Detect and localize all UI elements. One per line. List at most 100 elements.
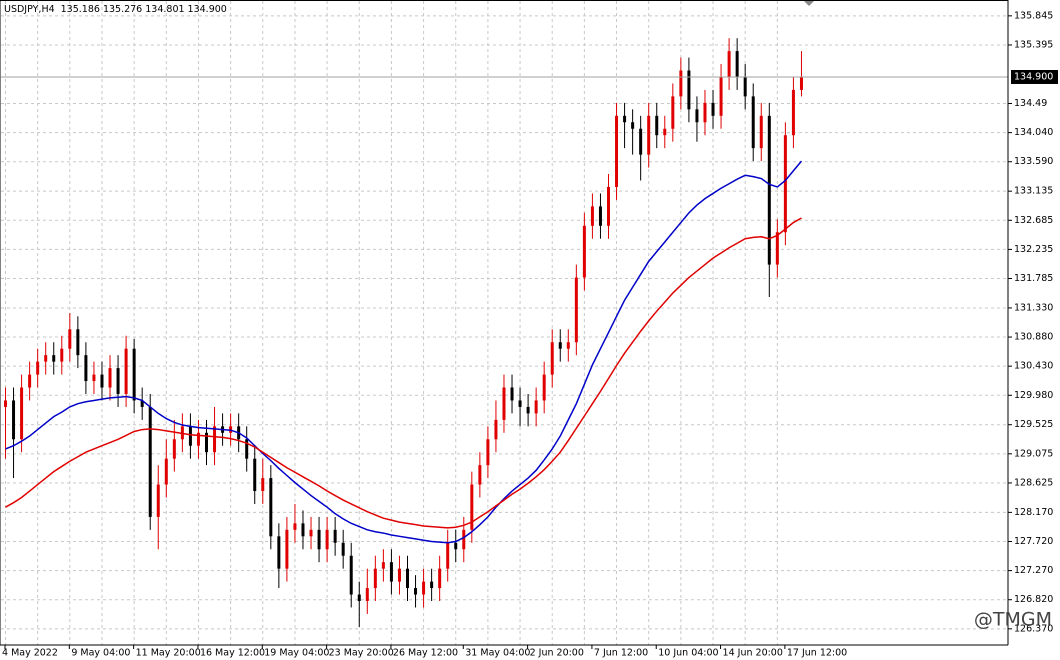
moving-average-line bbox=[5, 217, 802, 529]
candle-body bbox=[623, 115, 627, 123]
candle-body bbox=[156, 484, 160, 517]
candle-body bbox=[148, 406, 152, 517]
candle-body bbox=[20, 387, 24, 440]
y-tick-label: 132.685 bbox=[1014, 215, 1053, 226]
x-tick-label: 4 May 2022 bbox=[2, 648, 58, 659]
watermark: @TMGM bbox=[974, 609, 1052, 631]
y-tick-label: 134.040 bbox=[1014, 127, 1053, 138]
candle-body bbox=[108, 368, 112, 388]
y-tick-label: 127.270 bbox=[1014, 565, 1053, 576]
candle-body bbox=[631, 122, 635, 129]
candle-body bbox=[397, 568, 401, 582]
candle-body bbox=[414, 588, 418, 595]
candle-body bbox=[470, 484, 474, 530]
candle-body bbox=[655, 115, 659, 136]
candle-body bbox=[703, 102, 707, 123]
y-tick-label: 126.820 bbox=[1014, 594, 1053, 605]
y-tick-label: 133.135 bbox=[1014, 186, 1053, 197]
candle-body bbox=[68, 329, 72, 349]
candle-body bbox=[454, 542, 458, 550]
x-tick-label: 17 Jun 12:00 bbox=[787, 648, 847, 659]
candle-body bbox=[245, 439, 249, 459]
candle-body bbox=[365, 588, 369, 602]
x-tick-label: 14 Jun 20:00 bbox=[723, 648, 783, 659]
candle-body bbox=[317, 529, 321, 550]
candle-body bbox=[44, 355, 48, 362]
candle-body bbox=[261, 478, 265, 492]
y-tick-label: 135.395 bbox=[1014, 39, 1053, 50]
candle-body bbox=[671, 96, 675, 129]
current-price-box bbox=[1011, 69, 1058, 84]
candle-body bbox=[647, 115, 651, 155]
candle-body bbox=[205, 432, 208, 453]
candle-body bbox=[607, 186, 610, 226]
candle-body bbox=[735, 51, 739, 77]
candle-body bbox=[534, 400, 538, 414]
candle-body bbox=[494, 419, 498, 440]
y-tick-label: 129.075 bbox=[1014, 448, 1053, 459]
ohlc-readout: 135.186 135.276 134.801 134.900 bbox=[61, 4, 227, 15]
candle-body bbox=[598, 206, 602, 226]
candle-body bbox=[743, 76, 747, 97]
moving-average-line bbox=[5, 160, 803, 544]
candle-body bbox=[783, 135, 787, 233]
candle-body bbox=[381, 562, 385, 569]
x-tick-label: 31 May 04:00 bbox=[465, 648, 530, 659]
candle-body bbox=[687, 70, 691, 110]
candle-body bbox=[140, 400, 144, 407]
candle-body bbox=[558, 342, 562, 349]
candle-body bbox=[164, 458, 168, 485]
candle-body bbox=[719, 76, 723, 116]
candle-body bbox=[679, 70, 683, 97]
current-price-label: 134.900 bbox=[1014, 71, 1053, 82]
candle-body bbox=[510, 387, 514, 401]
candle-body bbox=[799, 76, 803, 90]
candle-body bbox=[422, 581, 426, 595]
x-tick-label: 16 May 12:00 bbox=[200, 648, 265, 659]
candle-body bbox=[542, 374, 546, 401]
candle-body bbox=[751, 96, 755, 149]
candle-body bbox=[132, 348, 136, 401]
y-tick-label: 126.370 bbox=[1014, 623, 1053, 634]
candle-body bbox=[124, 348, 128, 394]
candle-body bbox=[253, 458, 257, 492]
candle-body bbox=[373, 568, 377, 589]
candle-body bbox=[615, 115, 619, 187]
candle-body bbox=[574, 277, 578, 343]
x-tick-label: 2 Jun 20:00 bbox=[530, 648, 584, 659]
candle-body bbox=[518, 400, 522, 407]
y-tick-label: 130.430 bbox=[1014, 361, 1053, 372]
y-tick-label: 130.880 bbox=[1014, 332, 1053, 343]
candle-body bbox=[293, 523, 297, 530]
y-tick-label: 134.49 bbox=[1014, 98, 1047, 109]
candle-body bbox=[775, 232, 779, 265]
x-tick-label: 9 May 04:00 bbox=[71, 648, 130, 659]
candle-body bbox=[663, 128, 667, 136]
y-tick-label: 127.720 bbox=[1014, 536, 1053, 547]
x-tick-label: 7 Jun 12:00 bbox=[594, 648, 648, 659]
y-tick-label: 132.235 bbox=[1014, 244, 1053, 255]
plot bbox=[1, 38, 1008, 627]
candle-body bbox=[52, 355, 56, 362]
candle-body bbox=[116, 368, 120, 394]
candle-body bbox=[502, 387, 506, 420]
y-tick-label: 128.625 bbox=[1014, 477, 1053, 488]
candle-body bbox=[277, 536, 281, 569]
candle-body bbox=[590, 206, 594, 226]
candle-body bbox=[486, 439, 490, 466]
candle-body bbox=[341, 542, 345, 556]
candle-body bbox=[309, 529, 313, 537]
candle-body bbox=[60, 348, 64, 362]
candle-body bbox=[325, 529, 329, 550]
candle-body bbox=[406, 568, 409, 589]
candle-body bbox=[767, 115, 771, 265]
candle-body bbox=[695, 109, 699, 123]
candle-body bbox=[213, 426, 217, 453]
candle-body bbox=[478, 465, 482, 485]
candle-body bbox=[759, 115, 763, 149]
candle-body bbox=[462, 529, 466, 550]
y-tick-label: 131.330 bbox=[1014, 302, 1053, 313]
chart-title: USDJPY,H4 135.186 135.276 134.801 134.900 bbox=[4, 4, 227, 15]
y-tick-label: 129.980 bbox=[1014, 390, 1053, 401]
